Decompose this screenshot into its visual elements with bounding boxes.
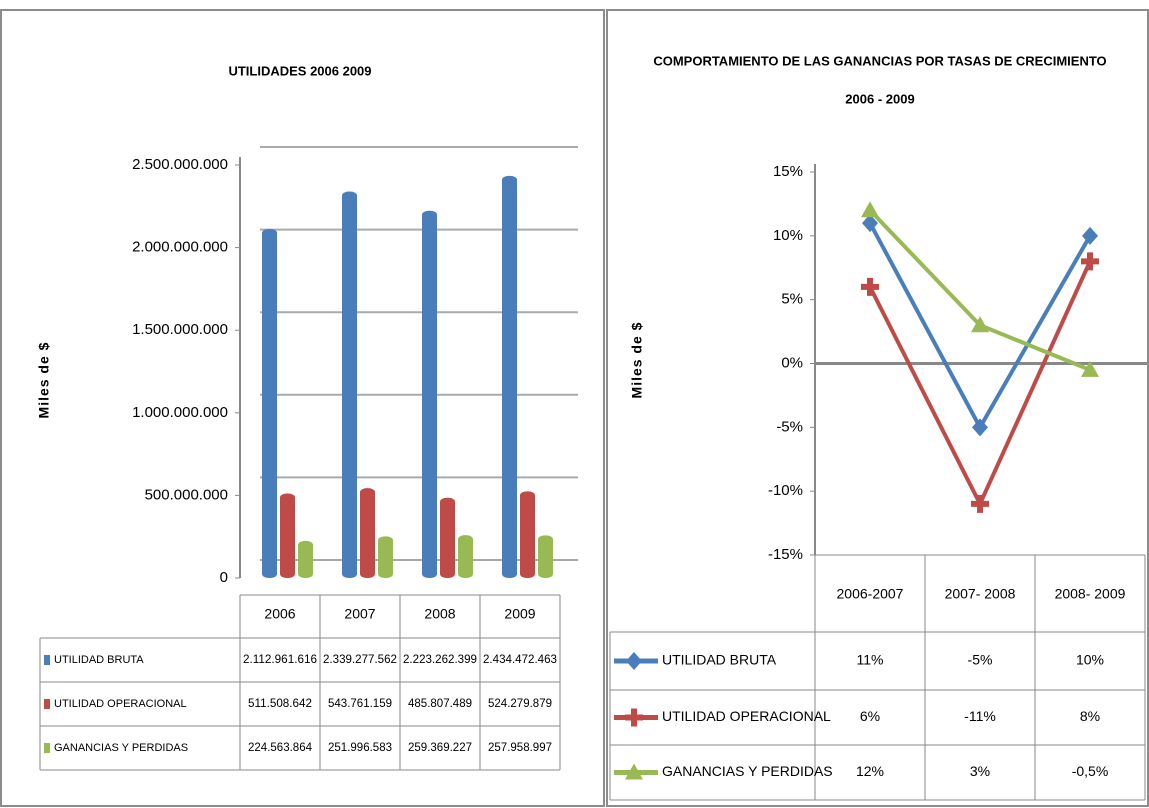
bar [520, 491, 535, 578]
marker [861, 277, 879, 296]
bar [538, 535, 553, 578]
marker [971, 316, 989, 333]
legend-key [44, 699, 50, 709]
y-axis-label: Miles de $ [629, 322, 645, 399]
marker [626, 652, 642, 670]
legend-key [44, 743, 50, 753]
y-tick-label: 2.000.000.000 [132, 239, 228, 256]
chart-title: UTILIDADES 2006 2009 [228, 63, 371, 78]
table-value: 12% [856, 763, 884, 779]
bar [360, 488, 375, 578]
bar [440, 497, 455, 578]
legend-label: GANANCIAS Y PERDIDAS [54, 742, 188, 754]
marker [862, 214, 878, 233]
y-tick-label: 0 [220, 569, 228, 586]
legend-label: GANANCIAS Y PERDIDAS [662, 763, 833, 779]
x-tick-label: 2007 [344, 606, 375, 622]
bar [262, 228, 277, 579]
table-value: 2.434.472.463 [483, 652, 557, 666]
y-tick-label: 5% [781, 291, 803, 308]
table-value: 257.958.997 [488, 740, 552, 754]
table-value: 3% [970, 763, 990, 779]
marker [625, 708, 643, 727]
bar [422, 210, 437, 579]
legend-label: UTILIDAD OPERACIONAL [662, 708, 831, 724]
chart-subtitle: 2006 - 2009 [845, 91, 914, 106]
table-value: 8% [1080, 708, 1100, 724]
table-value: 511.508.642 [248, 696, 312, 710]
table-value: 251.996.583 [328, 740, 392, 754]
bar [280, 493, 295, 578]
table-value: -0,5% [1072, 763, 1109, 779]
bar [378, 536, 393, 578]
panel-border [0, 9, 605, 807]
x-tick-label: 2006 [264, 606, 295, 622]
y-tick-label: 0% [781, 354, 803, 371]
x-tick-label: 2008 [424, 606, 455, 622]
y-tick-label: 10% [773, 227, 803, 244]
table-value: 2.112.961.616 [243, 652, 317, 666]
legend-label: UTILIDAD BRUTA [662, 652, 777, 668]
x-tick-label: 2009 [504, 606, 535, 622]
bar [298, 540, 313, 578]
line [868, 260, 1092, 509]
marker [1081, 360, 1099, 377]
legend-label: UTILIDAD BRUTA [54, 654, 144, 666]
table-value: 524.279.879 [488, 696, 552, 710]
table-value: 259.369.227 [408, 740, 472, 754]
marker [972, 418, 988, 437]
marker [625, 763, 643, 780]
table-value: 2.339.277.562 [323, 652, 397, 666]
table-value: 543.761.159 [328, 696, 392, 710]
y-tick-label: 1.000.000.000 [132, 404, 228, 421]
panel-border [606, 9, 1149, 807]
x-tick-label: 2006-2007 [837, 586, 904, 602]
table-value: 11% [857, 652, 884, 668]
legend-key [44, 655, 50, 665]
marker [861, 201, 879, 218]
marker [1082, 226, 1098, 245]
y-tick-label: 1.500.000.000 [132, 321, 228, 338]
y-tick-label: -10% [768, 482, 803, 499]
x-tick-label: 2007- 2008 [945, 586, 1016, 602]
bar [342, 191, 357, 579]
y-tick-label: 500.000.000 [145, 486, 228, 503]
marker [971, 494, 989, 513]
table-value: -5% [968, 652, 993, 668]
chart-title: COMPORTAMIENTO DE LAS GANANCIAS POR TASA… [653, 53, 1106, 68]
table-value: 485.807.489 [408, 696, 472, 710]
y-tick-label: 2.500.000.000 [132, 156, 228, 173]
x-tick-label: 2008- 2009 [1055, 586, 1126, 602]
table-value: 10% [1076, 652, 1104, 668]
table-value: -11% [964, 708, 996, 724]
legend-label: UTILIDAD OPERACIONAL [54, 698, 187, 710]
bar [502, 175, 517, 579]
y-tick-label: -5% [776, 418, 803, 435]
table-value: 2.223.262.399 [403, 652, 477, 666]
y-axis-label: Miles de $ [36, 342, 52, 419]
table-value: 6% [860, 708, 880, 724]
table-value: 224.563.864 [248, 740, 312, 754]
marker [1081, 252, 1099, 271]
y-tick-label: -15% [768, 546, 803, 563]
y-tick-label: 15% [773, 163, 803, 180]
bar [458, 535, 473, 578]
